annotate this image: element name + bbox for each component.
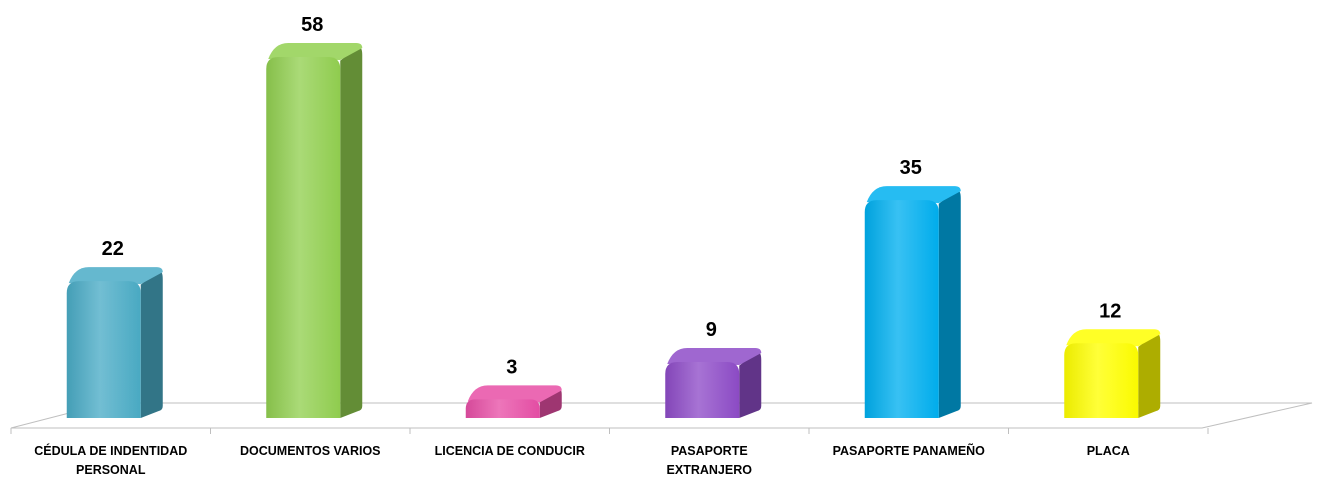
data-label: 9 (706, 319, 717, 341)
data-label: 58 (301, 14, 323, 36)
category-label: CÉDULA DE INDENTIDAD PERSONAL (34, 443, 187, 477)
bar (66, 267, 163, 418)
bars-group (66, 43, 1161, 418)
data-label: 22 (102, 238, 124, 260)
data-label: 35 (900, 157, 922, 179)
bar (465, 385, 562, 418)
data-labels-group: 22 58 3 9 35 12 (102, 14, 1122, 378)
category-label: PASAPORTE PANAMEÑO (833, 443, 986, 458)
category-label: PLACA (1087, 444, 1130, 458)
bar (864, 186, 961, 418)
bar (1064, 329, 1161, 418)
category-labels-group: CÉDULA DE INDENTIDAD PERSONAL DOCUMENTOS V… (34, 443, 1130, 477)
category-label: LICENCIA DE CONDUCIR (435, 444, 585, 458)
category-label: DOCUMENTOS VARIOS (240, 444, 381, 458)
bar (665, 347, 762, 418)
data-label: 12 (1099, 300, 1121, 322)
bar (266, 43, 363, 418)
category-label: PASAPORTE EXTRANJERO (667, 444, 753, 477)
data-label: 3 (506, 356, 517, 378)
